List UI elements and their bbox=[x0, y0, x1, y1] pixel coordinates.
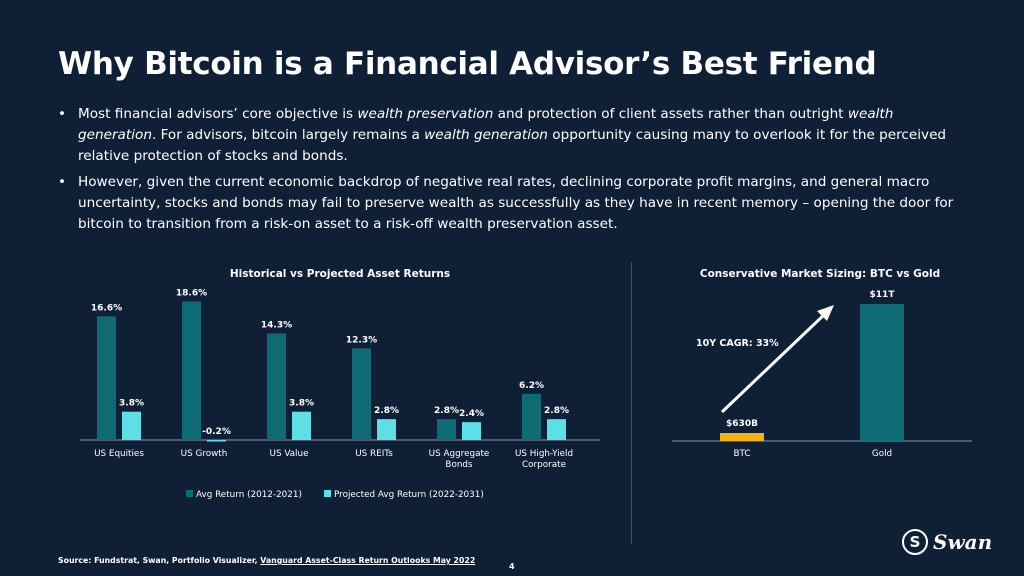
data-label: -0.2% bbox=[202, 427, 231, 437]
source-link[interactable]: Vanguard Asset-Class Return Outlooks May… bbox=[260, 556, 476, 565]
data-label: 2.8% bbox=[374, 406, 399, 416]
bar bbox=[97, 316, 116, 440]
data-label: 18.6% bbox=[176, 288, 207, 298]
slide-title: Why Bitcoin is a Financial Advisor’s Bes… bbox=[58, 46, 877, 82]
bar bbox=[860, 304, 904, 441]
bar bbox=[547, 419, 566, 440]
category-label: US Aggregate bbox=[429, 449, 490, 459]
growth-arrow-line bbox=[720, 310, 829, 414]
bullet-text: and protection of client assets rather t… bbox=[493, 106, 848, 122]
bullet-item: However, given the current economic back… bbox=[58, 172, 958, 235]
category-label: Gold bbox=[872, 449, 892, 459]
category-label: US High-Yield bbox=[515, 449, 573, 459]
legend-swatch bbox=[324, 490, 331, 497]
data-label: 3.8% bbox=[119, 399, 144, 409]
swan-logo-text: Swan bbox=[933, 530, 993, 554]
bullet-text: opportunity causing many to overlook it … bbox=[78, 127, 947, 164]
bullet-list: Most financial advisors’ core objective … bbox=[58, 104, 958, 240]
data-label: $630B bbox=[726, 419, 758, 429]
bar bbox=[292, 411, 311, 440]
chart-title-market-sizing: Conservative Market Sizing: BTC vs Gold bbox=[699, 268, 941, 280]
annotation-label: 10Y CAGR: 33% bbox=[696, 338, 779, 349]
page-number: 4 bbox=[509, 562, 515, 571]
data-label: 2.8% bbox=[434, 406, 459, 416]
bar bbox=[267, 333, 286, 440]
chart-divider bbox=[631, 262, 632, 544]
bullet-emphasis: wealth generation bbox=[78, 106, 894, 143]
category-label: Corporate bbox=[522, 460, 566, 470]
bar bbox=[182, 301, 201, 440]
source-note: Source: Fundstrat, Swan, Portfolio Visua… bbox=[58, 556, 475, 565]
category-label: BTC bbox=[733, 449, 750, 459]
category-label: Bonds bbox=[445, 460, 473, 470]
bullet-text: However, given the current economic back… bbox=[78, 174, 954, 232]
bar bbox=[352, 348, 371, 440]
bullet-item: Most financial advisors’ core objective … bbox=[58, 104, 958, 167]
bar bbox=[122, 411, 141, 440]
chart-title-returns: Historical vs Projected Asset Returns bbox=[229, 268, 451, 280]
legend-swatch bbox=[186, 490, 193, 497]
category-label: US Growth bbox=[181, 449, 228, 459]
swan-logo-icon: S bbox=[902, 529, 928, 555]
data-label: 12.3% bbox=[346, 335, 377, 345]
bar bbox=[462, 422, 481, 440]
legend-label: Projected Avg Return (2022-2031) bbox=[334, 490, 484, 500]
data-label: 3.8% bbox=[289, 399, 314, 409]
bullet-text: Most financial advisors’ core objective … bbox=[78, 106, 358, 122]
swan-logo: S Swan bbox=[902, 529, 992, 555]
data-label: 16.6% bbox=[91, 303, 122, 313]
bar bbox=[437, 419, 456, 440]
growth-arrow-head bbox=[817, 305, 834, 321]
data-label: 6.2% bbox=[519, 381, 544, 391]
data-label: 14.3% bbox=[261, 320, 292, 330]
bar bbox=[522, 393, 541, 440]
category-label: US Value bbox=[270, 449, 309, 459]
source-prefix: Source: Fundstrat, Swan, Portfolio Visua… bbox=[58, 556, 261, 565]
bar bbox=[720, 433, 764, 441]
bullet-emphasis: wealth preservation bbox=[357, 106, 494, 122]
bullet-text: . For advisors, bitcoin largely remains … bbox=[151, 127, 425, 143]
bar bbox=[377, 419, 396, 440]
data-label: 2.4% bbox=[459, 409, 484, 419]
legend-label: Avg Return (2012-2021) bbox=[196, 490, 302, 500]
bullet-emphasis: wealth generation bbox=[424, 127, 548, 143]
category-label: US REITs bbox=[355, 449, 393, 459]
data-label: 2.8% bbox=[544, 406, 569, 416]
bar bbox=[207, 440, 226, 442]
category-label: US Equities bbox=[94, 449, 144, 459]
data-label: $11T bbox=[870, 290, 896, 300]
